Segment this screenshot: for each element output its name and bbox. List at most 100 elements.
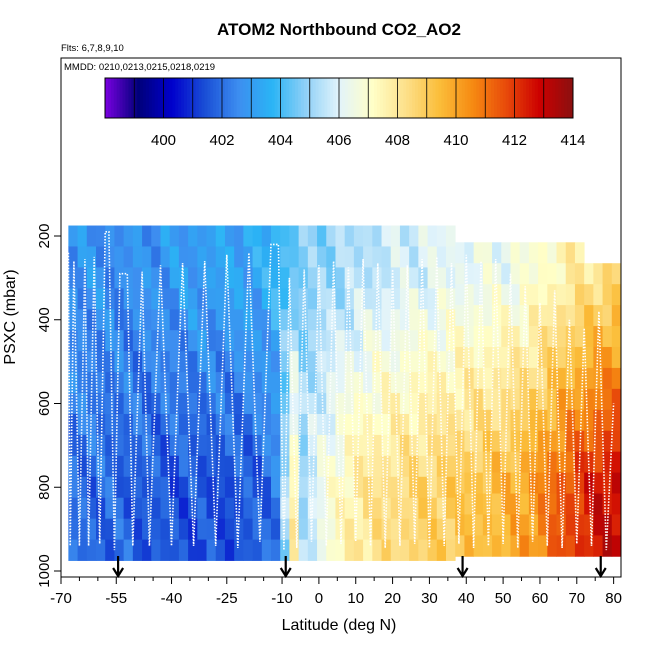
colorbar-segment bbox=[456, 78, 460, 118]
heatmap-cell bbox=[234, 413, 244, 436]
heatmap-cell bbox=[455, 535, 465, 557]
heatmap-cell bbox=[556, 346, 567, 369]
heatmap-cell bbox=[372, 267, 382, 289]
heatmap-cell bbox=[215, 539, 226, 561]
colorbar-segment bbox=[122, 78, 126, 118]
heatmap-cell bbox=[280, 246, 290, 268]
colorbar-segment bbox=[295, 78, 299, 118]
heatmap-cell bbox=[538, 346, 548, 369]
heatmap-cell bbox=[280, 413, 290, 436]
colorbar-segment bbox=[435, 78, 439, 118]
heatmap-cell bbox=[289, 246, 300, 268]
heatmap-cell bbox=[446, 351, 456, 373]
colorbar-segment bbox=[195, 78, 200, 118]
x-tick-label: -70 bbox=[50, 590, 72, 607]
heatmap-cell bbox=[363, 288, 373, 310]
heatmap-cell bbox=[114, 309, 125, 331]
heatmap-cell bbox=[455, 367, 465, 390]
heatmap-cell bbox=[565, 409, 576, 432]
colorbar-segment bbox=[491, 78, 495, 118]
heatmap-cell bbox=[492, 388, 502, 411]
heatmap-cell bbox=[86, 539, 97, 561]
colorbar-segment bbox=[207, 78, 211, 118]
heatmap-cell bbox=[289, 476, 300, 499]
heatmap-cell bbox=[252, 288, 263, 310]
heatmap-cell bbox=[151, 413, 161, 436]
heatmap-cell bbox=[298, 518, 309, 540]
heatmap-cell bbox=[436, 413, 447, 436]
colorbar-segment bbox=[265, 78, 270, 118]
heatmap-cell bbox=[105, 330, 115, 352]
heatmap-cell bbox=[446, 246, 456, 268]
heatmap-cell bbox=[77, 497, 88, 520]
colorbar-segment bbox=[417, 78, 422, 118]
colorbar-segment bbox=[248, 78, 252, 118]
heatmap-cell bbox=[446, 393, 456, 415]
heatmap-cell bbox=[538, 242, 548, 264]
heatmap-cell bbox=[142, 267, 152, 289]
heatmap-cell bbox=[565, 388, 576, 411]
heatmap-cell bbox=[436, 288, 447, 310]
heatmap-cell bbox=[482, 305, 493, 327]
heatmap-cell bbox=[307, 434, 318, 457]
heatmap-cell bbox=[169, 372, 180, 394]
heatmap-cell bbox=[317, 476, 327, 499]
colorbar-segment bbox=[327, 78, 331, 118]
heatmap-cell bbox=[363, 393, 373, 415]
heatmap-cell bbox=[335, 393, 346, 415]
colorbar-segment bbox=[543, 78, 548, 118]
heatmap-cell bbox=[528, 388, 539, 411]
heatmap-cell bbox=[142, 476, 152, 499]
heatmap-cell bbox=[307, 309, 318, 331]
heatmap-cell bbox=[105, 497, 115, 520]
heatmap-cell bbox=[602, 493, 613, 515]
heatmap-cell bbox=[593, 388, 603, 411]
heatmap-cell bbox=[234, 539, 244, 561]
heatmap-cell bbox=[151, 539, 161, 561]
heatmap-cell bbox=[307, 455, 318, 478]
colorbar-segment bbox=[447, 78, 451, 118]
heatmap-cell bbox=[271, 351, 281, 373]
heatmap-cell bbox=[142, 288, 152, 310]
heatmap-cell bbox=[298, 225, 309, 247]
heatmap-cell bbox=[280, 539, 290, 561]
heatmap-cell bbox=[326, 225, 336, 247]
colorbar-segment bbox=[511, 78, 515, 118]
heatmap-cell bbox=[602, 388, 613, 411]
heatmap-cell bbox=[353, 309, 364, 331]
heatmap-cell bbox=[418, 225, 428, 247]
heatmap-cell bbox=[252, 225, 263, 247]
heatmap-cell bbox=[547, 388, 557, 411]
heatmap-cell bbox=[455, 430, 465, 453]
heatmap-cell bbox=[289, 393, 300, 415]
heatmap-cell bbox=[602, 451, 613, 473]
colorbar-segment bbox=[245, 78, 249, 118]
heatmap-cell bbox=[464, 451, 475, 473]
heatmap-cell bbox=[547, 514, 557, 536]
colorbar-segment bbox=[181, 78, 185, 118]
heatmap-cell bbox=[280, 518, 290, 540]
colorbar-segment bbox=[140, 78, 144, 118]
heatmap-cell bbox=[418, 246, 428, 268]
heatmap-cell bbox=[335, 309, 346, 331]
heatmap-cell bbox=[335, 267, 346, 289]
heatmap-cell bbox=[565, 514, 576, 536]
heatmap-cell bbox=[206, 267, 217, 289]
heatmap-cell bbox=[409, 246, 419, 268]
heatmap-cell bbox=[206, 351, 217, 373]
heatmap-cell bbox=[86, 330, 97, 352]
heatmap-cell bbox=[335, 434, 346, 457]
heatmap-cell bbox=[114, 288, 125, 310]
heatmap-cell bbox=[409, 434, 419, 457]
y-tick-label: 400 bbox=[36, 307, 53, 332]
heatmap-cell bbox=[593, 263, 603, 285]
heatmap-cell bbox=[178, 246, 189, 268]
colorbar-segment bbox=[549, 78, 554, 118]
heatmap-cell bbox=[584, 263, 594, 285]
colorbar-segment bbox=[371, 78, 375, 118]
heatmap-cell bbox=[326, 476, 336, 499]
heatmap-cell bbox=[68, 267, 78, 289]
heatmap-cell bbox=[602, 430, 613, 453]
heatmap-cell bbox=[77, 225, 88, 247]
heatmap-cell bbox=[344, 434, 355, 457]
